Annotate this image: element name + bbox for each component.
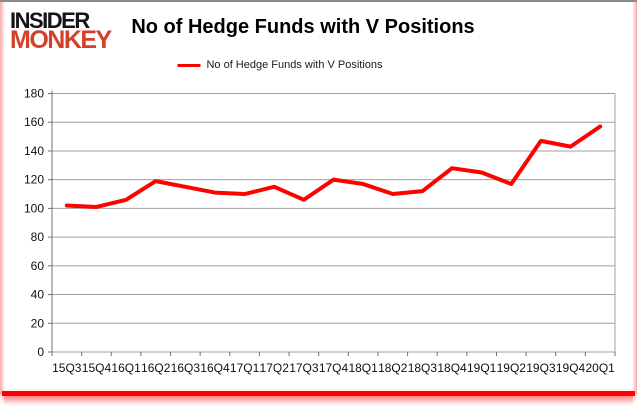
frame-glow-bottom [4, 396, 633, 406]
frame-glow-right [632, 2, 637, 394]
x-axis-label: 18Q4 [437, 361, 467, 375]
x-axis-label: 19Q2 [497, 361, 527, 375]
frame-border-bottom [2, 391, 635, 396]
x-axis-label: 17Q1 [230, 361, 260, 375]
x-axis-label: 16Q3 [171, 361, 201, 375]
y-axis-label: 180 [24, 87, 44, 101]
legend-line-swatch-icon [177, 63, 201, 67]
y-axis-label: 120 [24, 173, 44, 187]
x-axis-label: 16Q4 [200, 361, 230, 375]
x-axis-label: 18Q1 [348, 361, 378, 375]
x-axis-label: 17Q2 [260, 361, 290, 375]
y-axis-label: 100 [24, 201, 44, 215]
logo-word-monkey: MONKEY [10, 26, 112, 55]
x-axis-label: 16Q1 [111, 361, 141, 375]
x-axis-label: 17Q4 [319, 361, 349, 375]
y-axis-label: 40 [31, 288, 45, 302]
x-axis-label: 17Q3 [289, 361, 319, 375]
page-title: No of Hedge Funds with V Positions [131, 16, 475, 38]
x-axis-label: 18Q3 [408, 361, 438, 375]
x-axis-label: 19Q3 [526, 361, 556, 375]
y-axis-label: 20 [31, 316, 45, 330]
y-axis-label: 140 [24, 144, 44, 158]
y-axis-label: 160 [24, 115, 44, 129]
legend-label: No of Hedge Funds with V Positions [206, 59, 383, 71]
x-axis-label: 19Q1 [467, 361, 497, 375]
x-axis-label: 18Q2 [378, 361, 408, 375]
y-axis-label: 80 [31, 230, 45, 244]
y-axis-label: 0 [37, 345, 44, 359]
logo-word-insider: INSIDER [10, 8, 90, 33]
x-axis-label: 15Q3 [52, 361, 82, 375]
x-axis-label: 19Q4 [556, 361, 586, 375]
x-axis-label: 15Q4 [82, 361, 112, 375]
series-line [64, 124, 603, 209]
insider-monkey-logo: INSIDER MONKEY [10, 8, 112, 55]
x-axis-label: 16Q2 [141, 361, 171, 375]
legend: No of Hedge Funds with V Positions [177, 59, 383, 71]
y-axis-label: 60 [31, 259, 45, 273]
frame-glow-left [0, 2, 5, 394]
x-axis-label: 20Q1 [586, 361, 616, 375]
